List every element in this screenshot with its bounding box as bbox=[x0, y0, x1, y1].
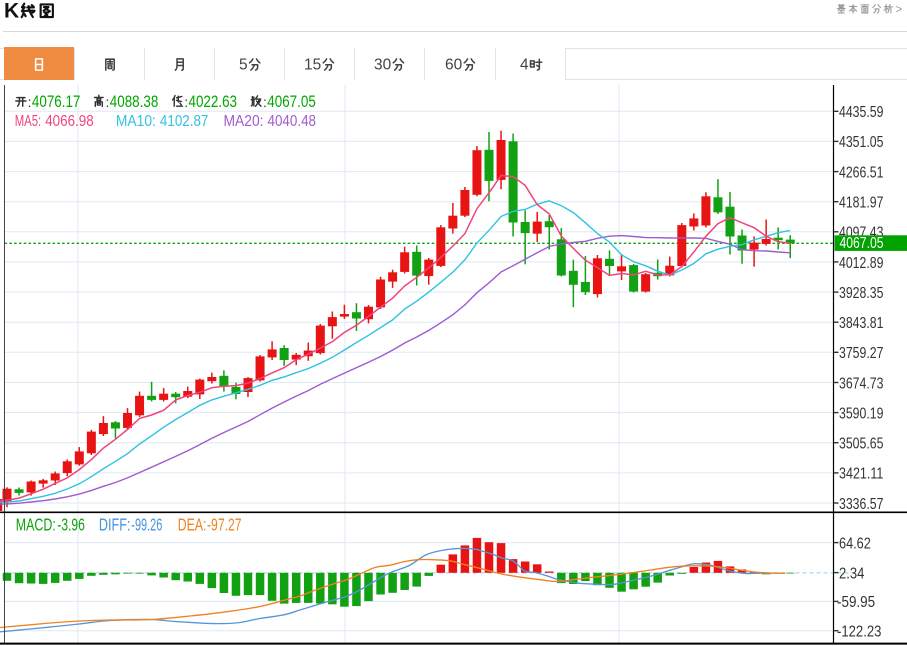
svg-text:-59.95: -59.95 bbox=[837, 594, 875, 611]
svg-text:4088.38: 4088.38 bbox=[109, 94, 158, 109]
svg-text:15: 15 bbox=[304, 57, 321, 72]
svg-text:4181.97: 4181.97 bbox=[839, 195, 883, 212]
svg-text:3843.81: 3843.81 bbox=[839, 315, 883, 332]
svg-text:3759.27: 3759.27 bbox=[839, 345, 883, 362]
svg-text::: : bbox=[105, 94, 109, 109]
svg-text:MACD:: MACD: bbox=[16, 516, 56, 534]
svg-text:-97.27: -97.27 bbox=[207, 516, 242, 534]
svg-text:MA5:: MA5: bbox=[14, 113, 41, 128]
svg-text:4: 4 bbox=[520, 57, 529, 72]
svg-text:>: > bbox=[896, 4, 903, 16]
svg-text:-3.96: -3.96 bbox=[57, 516, 85, 534]
svg-text:4066.98: 4066.98 bbox=[45, 113, 93, 128]
svg-text::: : bbox=[184, 94, 188, 109]
svg-text:4076.17: 4076.17 bbox=[31, 94, 80, 109]
svg-text:-99.26: -99.26 bbox=[131, 516, 162, 534]
svg-text::: : bbox=[27, 94, 31, 109]
svg-text:3421.11: 3421.11 bbox=[839, 466, 883, 483]
svg-text:4067.05: 4067.05 bbox=[267, 94, 316, 109]
svg-text:4040.48: 4040.48 bbox=[267, 113, 316, 128]
svg-text:3505.65: 3505.65 bbox=[839, 436, 883, 453]
svg-text:4435.59: 4435.59 bbox=[839, 104, 883, 121]
svg-text:MA10:: MA10: bbox=[115, 113, 155, 128]
svg-text:5: 5 bbox=[239, 57, 248, 72]
svg-text:K: K bbox=[4, 1, 19, 21]
svg-text:4102.87: 4102.87 bbox=[159, 113, 208, 128]
svg-text:30: 30 bbox=[374, 57, 391, 72]
svg-text:4012.89: 4012.89 bbox=[839, 255, 883, 272]
svg-text:64.62: 64.62 bbox=[839, 535, 871, 552]
svg-text:DIFF:: DIFF: bbox=[99, 516, 130, 534]
svg-text:60: 60 bbox=[445, 57, 462, 72]
svg-text:3336.57: 3336.57 bbox=[839, 496, 883, 513]
svg-text:3674.73: 3674.73 bbox=[839, 375, 883, 392]
svg-text::: : bbox=[263, 94, 267, 109]
svg-text:-122.23: -122.23 bbox=[837, 624, 881, 641]
svg-text:2.34: 2.34 bbox=[839, 565, 864, 582]
svg-text:DEA:: DEA: bbox=[178, 516, 207, 534]
svg-text:4351.05: 4351.05 bbox=[839, 134, 883, 151]
svg-text:4022.63: 4022.63 bbox=[188, 94, 237, 109]
svg-text:4266.51: 4266.51 bbox=[839, 164, 883, 181]
svg-text:3590.19: 3590.19 bbox=[839, 405, 883, 422]
svg-text:4067.05: 4067.05 bbox=[840, 235, 884, 252]
svg-text:MA20:: MA20: bbox=[223, 113, 263, 128]
svg-text:3928.35: 3928.35 bbox=[839, 285, 883, 302]
